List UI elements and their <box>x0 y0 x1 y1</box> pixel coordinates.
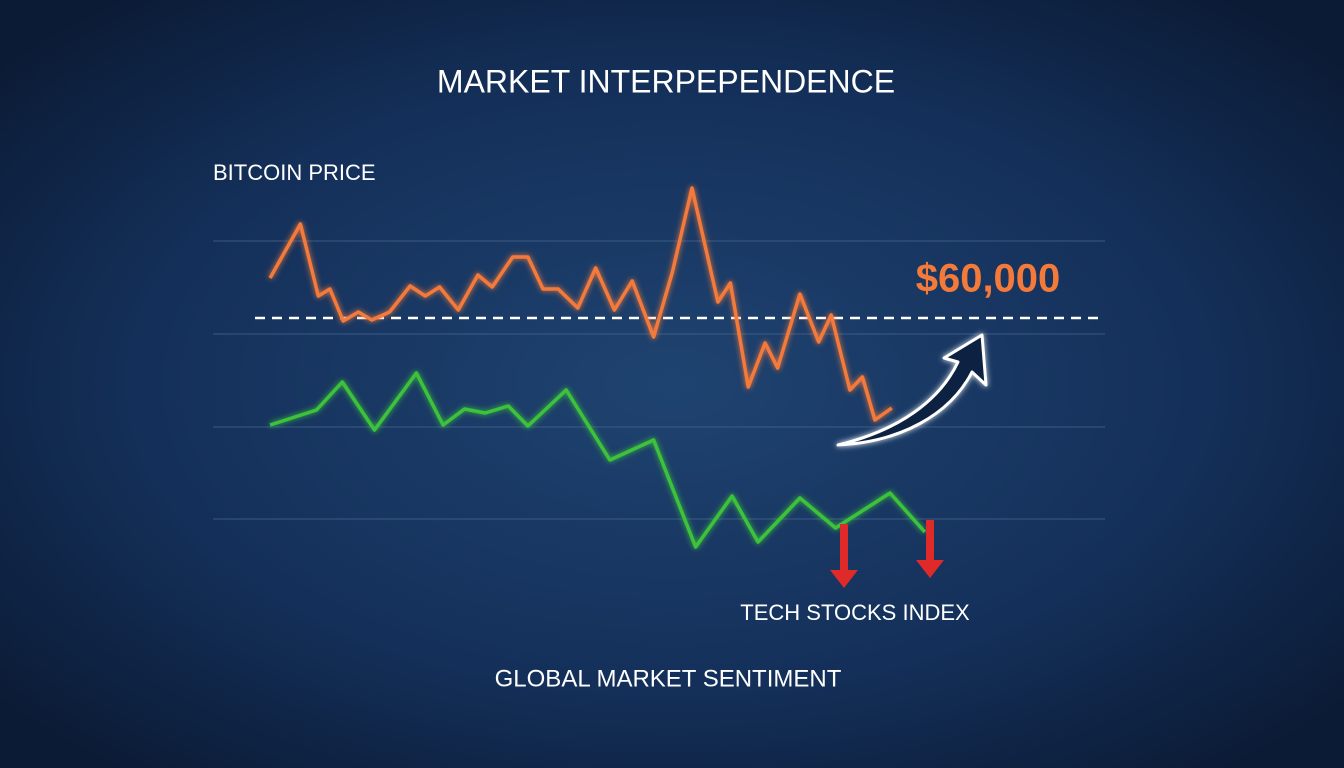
lines <box>268 186 927 549</box>
grid <box>213 240 1105 520</box>
down-arrow <box>830 524 858 588</box>
series-label: TECH STOCKS INDEX <box>740 600 970 625</box>
x-axis-label: GLOBAL MARKET SENTIMENT <box>495 665 842 692</box>
chart-title: MARKET INTERPEPENDENCE <box>437 63 895 99</box>
series-line <box>268 186 893 422</box>
series-label: BITCOIN PRICE <box>213 160 376 185</box>
trend-arrow <box>836 333 988 447</box>
series-line <box>269 371 927 549</box>
reference-label: $60,000 <box>916 257 1061 301</box>
down-arrow <box>916 520 944 578</box>
